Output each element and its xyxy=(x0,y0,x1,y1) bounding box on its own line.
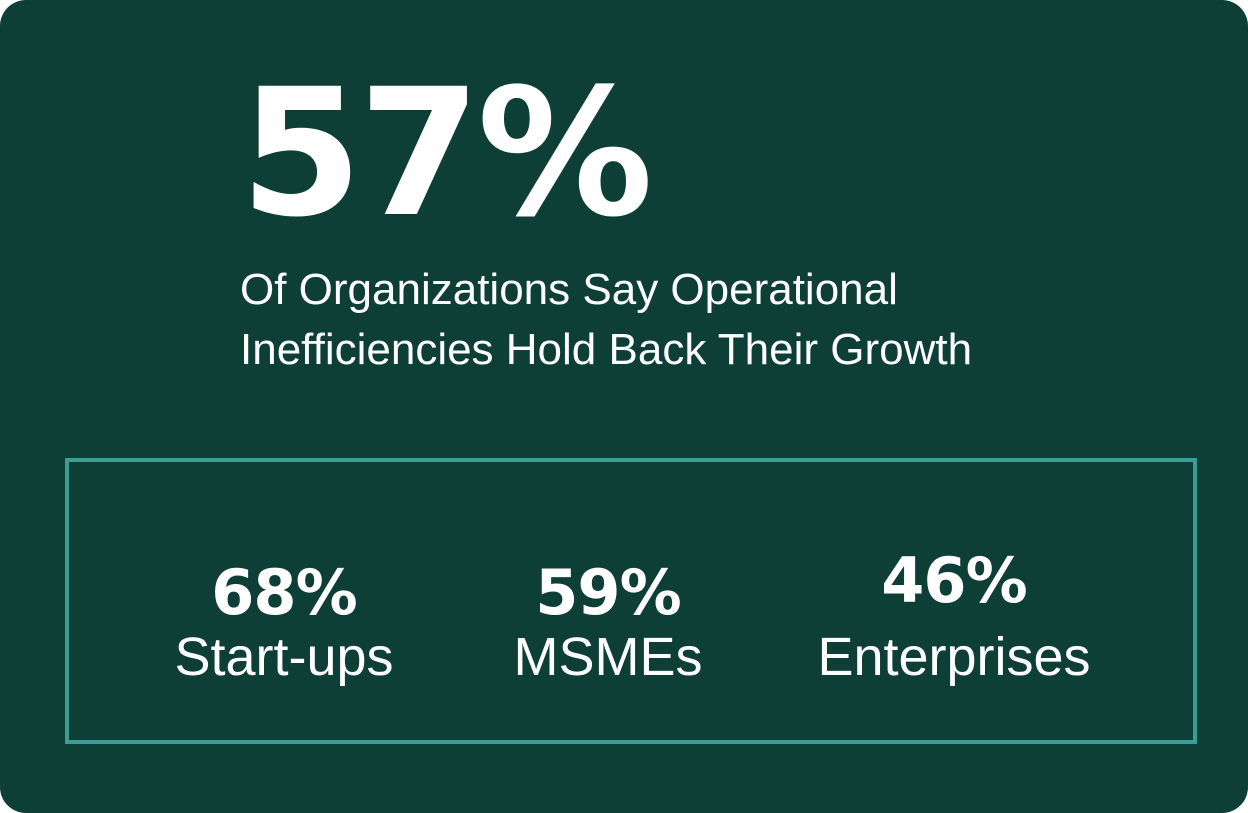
headline-subtitle: Of Organizations Say Operational Ineffic… xyxy=(240,265,973,374)
breakdown-box: 68% Start-ups 59% MSMEs 46% Enterprises xyxy=(65,458,1197,744)
stat-msmes: 59% MSMEs xyxy=(473,556,743,687)
stat-value: 68% xyxy=(211,556,357,629)
stat-value: 59% xyxy=(535,556,681,629)
stat-enterprises: 46% Enterprises xyxy=(789,544,1119,687)
headline-percentage: 57% xyxy=(240,51,653,256)
stat-label: MSMEs xyxy=(513,627,703,687)
stat-label: Enterprises xyxy=(817,627,1091,687)
stat-label: Start-ups xyxy=(174,627,394,687)
stat-value: 46% xyxy=(881,544,1027,617)
stat-startups: 68% Start-ups xyxy=(149,556,419,687)
